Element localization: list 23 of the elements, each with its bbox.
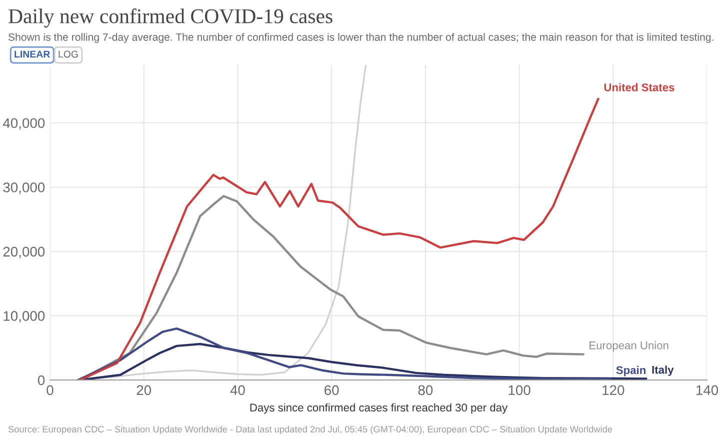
y-tick-label: 0	[38, 375, 45, 386]
chart-title: Daily new confirmed COVID-19 cases	[8, 8, 332, 28]
x-tick-label: 60	[324, 385, 339, 396]
y-tick-label: 40,000	[2, 118, 45, 130]
x-tick-label: 40	[230, 385, 245, 396]
y-tick-label: 10,000	[4, 311, 45, 323]
source-note: Source: European CDC – Situation Update Worldwide - Data last updated 2nd Jul, 05:45 (GMT-04:00), European CDC – Situation Update Worldwide	[8, 426, 612, 434]
chart-subtitle: Shown is the rolling 7-day average. The number of confirmed cases is lower than the number of actual cases; the main reason for that is limited testing.	[8, 33, 714, 43]
x-tick-label: 100	[508, 385, 530, 396]
text: LINEAR	[14, 50, 50, 58]
series-label: Italy	[652, 366, 674, 376]
x-tick-label: 120	[602, 385, 624, 396]
x-tick-label: 20	[136, 385, 152, 396]
text: LOG	[58, 50, 78, 58]
y-tick-label: 20,000	[3, 246, 45, 258]
x-tick-label: 80	[418, 385, 433, 396]
x-axis-title: Days since confirmed cases first reached 30 per day	[250, 403, 508, 414]
series-label: European Union	[590, 341, 668, 352]
x-tick-label: 0	[46, 385, 54, 396]
series-label: Spain	[616, 366, 646, 376]
x-tick-label: 140	[696, 385, 718, 396]
y-tick-label: 30,000	[3, 182, 45, 194]
series-label: United States	[604, 83, 674, 92]
